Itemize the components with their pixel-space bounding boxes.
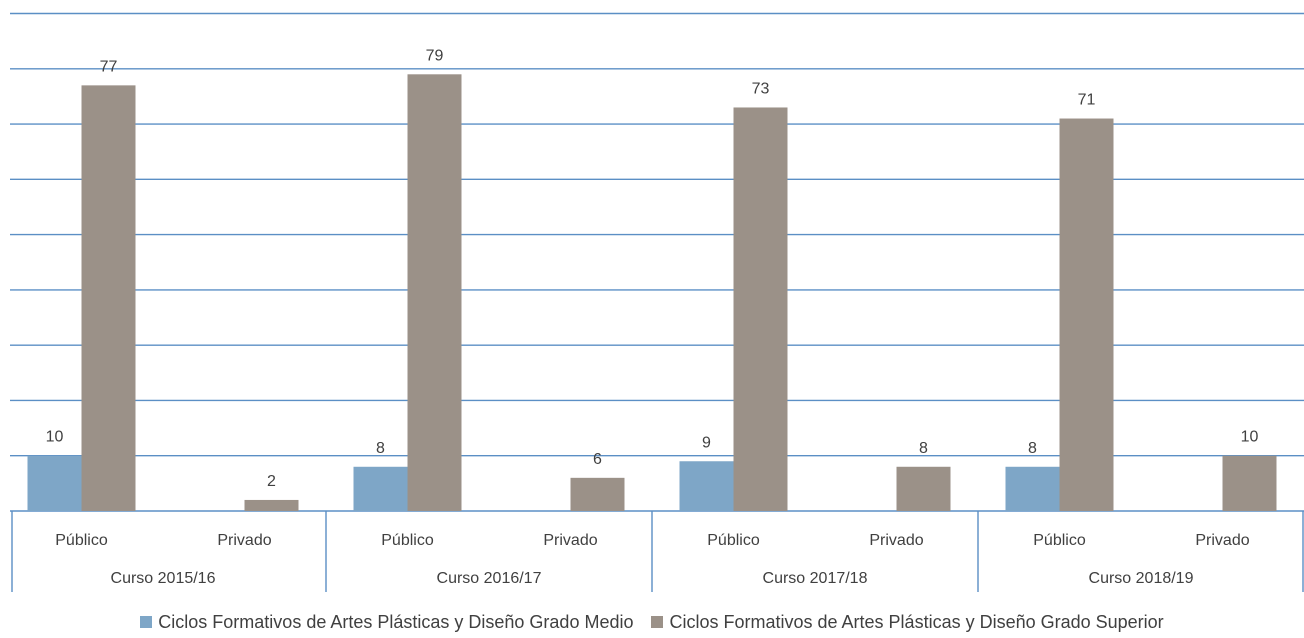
group-label: Curso 2017/18: [763, 570, 868, 587]
bar: [733, 107, 788, 511]
bar: [1059, 118, 1114, 512]
bar: [407, 74, 462, 512]
bar: [896, 466, 951, 511]
data-label: 77: [100, 58, 118, 75]
group-label: Curso 2016/17: [437, 570, 542, 587]
data-label: 71: [1078, 92, 1096, 109]
group-label: Curso 2018/19: [1089, 570, 1194, 587]
group-label: Curso 2015/16: [111, 570, 216, 587]
category-label: Público: [381, 532, 434, 549]
bar: [81, 85, 136, 511]
data-label: 6: [593, 451, 602, 468]
legend-item-grado-superior: Ciclos Formativos de Artes Plásticas y D…: [651, 611, 1164, 633]
data-label: 8: [1028, 440, 1037, 457]
bar: [27, 455, 82, 511]
legend-swatch-grado-medio: [140, 616, 153, 628]
bar: [353, 466, 408, 511]
category-label: Público: [1033, 532, 1086, 549]
data-label: 79: [426, 47, 444, 64]
data-label: 10: [46, 429, 64, 446]
legend-item-grado-medio: Ciclos Formativos de Artes Plásticas y D…: [140, 612, 633, 633]
category-label: Público: [55, 532, 108, 549]
category-label: Público: [707, 532, 760, 549]
data-label: 8: [919, 440, 928, 457]
data-label: 73: [752, 80, 770, 97]
bar: [244, 499, 299, 511]
legend-swatch-grado-superior: [651, 616, 664, 628]
bar: [1222, 455, 1277, 511]
legend-label-grado-superior: Ciclos Formativos de Artes Plásticas y D…: [669, 611, 1164, 632]
data-label: 10: [1241, 429, 1259, 446]
category-label: Privado: [543, 532, 597, 549]
bar: [679, 461, 734, 511]
data-label: 8: [376, 440, 385, 457]
data-label: 2: [267, 473, 276, 490]
category-label: Privado: [217, 532, 271, 549]
category-label: Privado: [869, 532, 923, 549]
data-label: 9: [702, 434, 711, 451]
legend-label-grado-medio: Ciclos Formativos de Artes Plásticas y D…: [158, 611, 634, 632]
legend: Ciclos Formativos de Artes Plásticas y D…: [0, 606, 1304, 638]
bar: [1005, 466, 1060, 511]
chart: 10 77 Público 2 Privado Curso 2015/16 8 79 Públi…: [10, 12, 1304, 592]
bar: [570, 477, 625, 511]
category-label: Privado: [1195, 532, 1249, 549]
